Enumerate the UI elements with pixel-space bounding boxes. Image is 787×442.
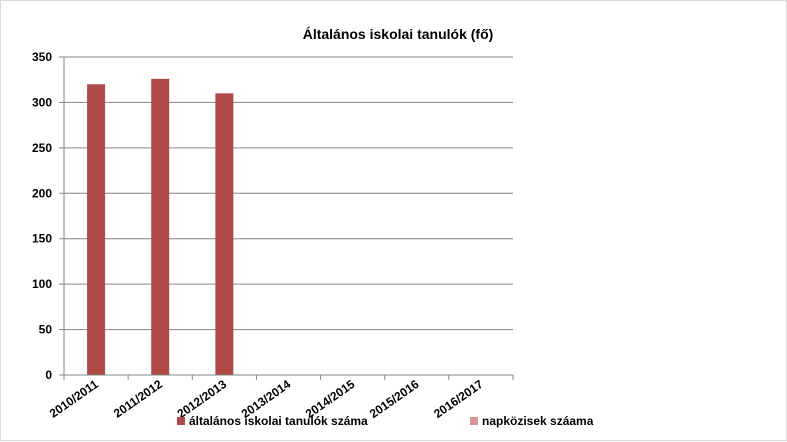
y-axis: 0 50 100 150 200 250 300 350	[32, 50, 65, 382]
legend-swatch	[470, 417, 478, 425]
y-tick-label: 200	[32, 186, 52, 200]
x-tick-label: 2011/2012	[111, 377, 165, 421]
legend-label: napközisek száama	[482, 414, 594, 428]
x-tick-label: 2015/2016	[367, 377, 422, 421]
legend: általános iskolai tanulók száma napközise…	[177, 414, 594, 428]
y-tick-label: 250	[32, 141, 52, 155]
x-tick-label: 2016/2017	[431, 377, 486, 421]
gridlines	[64, 56, 513, 331]
y-tick-label: 350	[32, 50, 52, 64]
bar	[215, 93, 234, 375]
y-tick-label: 0	[45, 368, 52, 382]
bars	[87, 78, 234, 375]
y-tick-label: 300	[32, 95, 52, 109]
bar	[151, 78, 170, 375]
bar	[87, 84, 106, 375]
x-tick-label: 2010/2011	[47, 377, 101, 421]
y-tick-label: 150	[32, 232, 52, 246]
chart-title: Általános iskolai tanulók (fő)	[303, 26, 494, 42]
legend-label: általános iskolai tanulók száma	[189, 414, 368, 428]
y-tick-label: 50	[39, 323, 53, 337]
legend-swatch	[177, 417, 185, 425]
y-tick-label: 100	[32, 277, 52, 291]
